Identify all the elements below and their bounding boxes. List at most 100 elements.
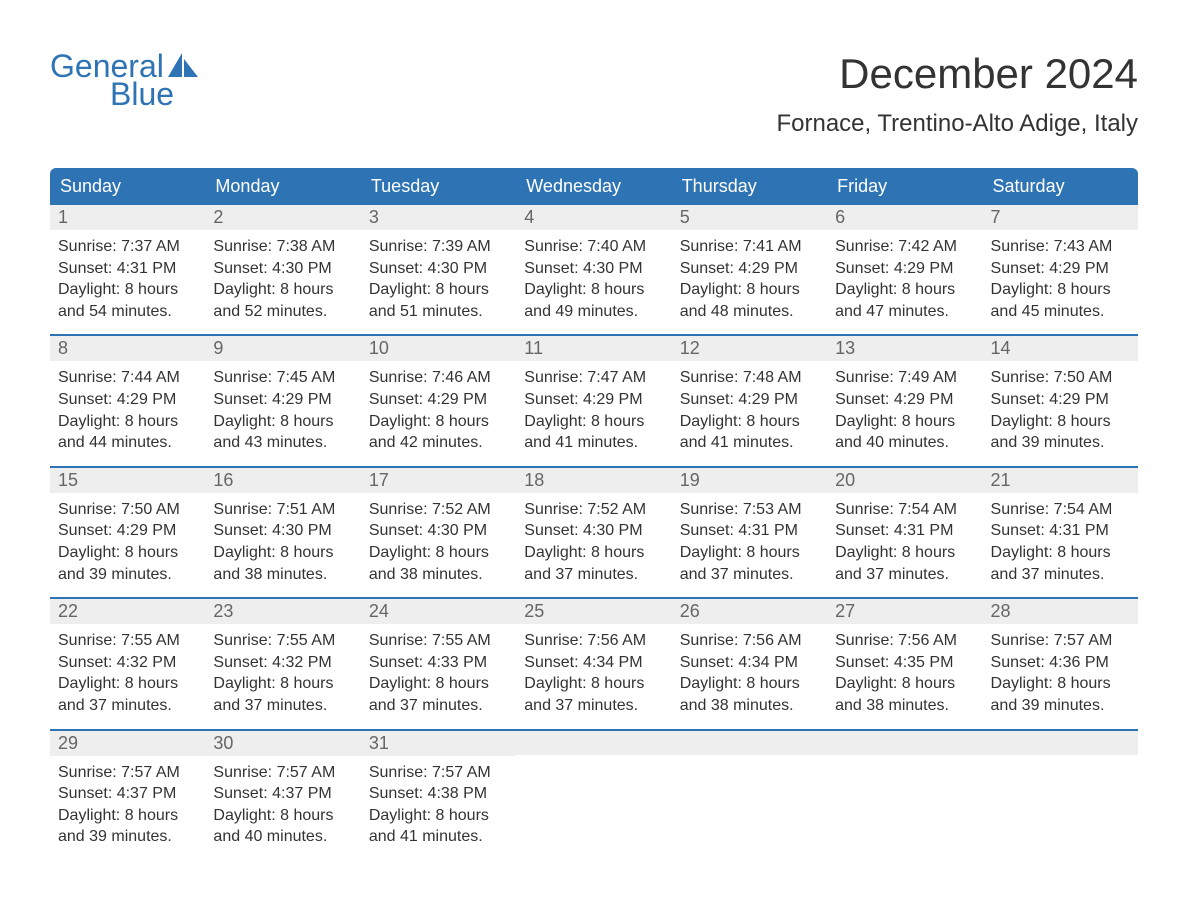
day-sunset: Sunset: 4:30 PM: [369, 520, 508, 542]
day-cell: 13Sunrise: 7:49 AMSunset: 4:29 PMDayligh…: [827, 336, 982, 465]
day-d1: Daylight: 8 hours: [58, 673, 197, 695]
page-subtitle: Fornace, Trentino-Alto Adige, Italy: [776, 110, 1138, 138]
day-d2: and 37 minutes.: [58, 695, 197, 717]
day-body: Sunrise: 7:57 AMSunset: 4:36 PMDaylight:…: [983, 624, 1138, 716]
day-number: 31: [361, 731, 516, 756]
day-d1: Daylight: 8 hours: [991, 411, 1130, 433]
day-sunset: Sunset: 4:37 PM: [213, 783, 352, 805]
day-cell: 3Sunrise: 7:39 AMSunset: 4:30 PMDaylight…: [361, 205, 516, 334]
day-cell: [983, 731, 1138, 860]
day-body: Sunrise: 7:39 AMSunset: 4:30 PMDaylight:…: [361, 230, 516, 322]
day-sunset: Sunset: 4:30 PM: [369, 258, 508, 280]
day-number: 27: [827, 599, 982, 624]
day-body: Sunrise: 7:50 AMSunset: 4:29 PMDaylight:…: [983, 361, 1138, 453]
day-body: Sunrise: 7:41 AMSunset: 4:29 PMDaylight:…: [672, 230, 827, 322]
day-sunset: Sunset: 4:31 PM: [991, 520, 1130, 542]
day-d1: Daylight: 8 hours: [369, 542, 508, 564]
day-sunset: Sunset: 4:29 PM: [58, 389, 197, 411]
day-cell: 10Sunrise: 7:46 AMSunset: 4:29 PMDayligh…: [361, 336, 516, 465]
day-sunset: Sunset: 4:31 PM: [835, 520, 974, 542]
day-sunrise: Sunrise: 7:55 AM: [213, 630, 352, 652]
day-d2: and 37 minutes.: [680, 564, 819, 586]
calendar-week: 29Sunrise: 7:57 AMSunset: 4:37 PMDayligh…: [50, 729, 1138, 860]
day-sunset: Sunset: 4:29 PM: [524, 389, 663, 411]
day-body: Sunrise: 7:42 AMSunset: 4:29 PMDaylight:…: [827, 230, 982, 322]
day-d1: Daylight: 8 hours: [213, 673, 352, 695]
day-d2: and 38 minutes.: [369, 564, 508, 586]
day-number: 12: [672, 336, 827, 361]
day-sunset: Sunset: 4:32 PM: [58, 652, 197, 674]
day-number: 19: [672, 468, 827, 493]
day-number: 28: [983, 599, 1138, 624]
weekday-label: Wednesday: [516, 168, 671, 205]
day-number: 13: [827, 336, 982, 361]
day-d1: Daylight: 8 hours: [213, 279, 352, 301]
day-sunrise: Sunrise: 7:51 AM: [213, 499, 352, 521]
day-cell: [672, 731, 827, 860]
day-number: 29: [50, 731, 205, 756]
day-d2: and 43 minutes.: [213, 432, 352, 454]
day-cell: 17 Sunrise: 7:52 AMSunset: 4:30 PMDayligh…: [361, 468, 516, 597]
day-d1: Daylight: 8 hours: [991, 673, 1130, 695]
day-sunset: Sunset: 4:32 PM: [213, 652, 352, 674]
page-title: December 2024: [776, 50, 1138, 98]
day-d2: and 39 minutes.: [991, 432, 1130, 454]
day-number: 17: [361, 468, 516, 493]
day-body: Sunrise: 7:46 AMSunset: 4:29 PMDaylight:…: [361, 361, 516, 453]
day-body: Sunrise: 7:38 AMSunset: 4:30 PMDaylight:…: [205, 230, 360, 322]
day-body: Sunrise: 7:48 AMSunset: 4:29 PMDaylight:…: [672, 361, 827, 453]
day-d1: Daylight: 8 hours: [58, 805, 197, 827]
day-body: Sunrise: 7:45 AMSunset: 4:29 PMDaylight:…: [205, 361, 360, 453]
day-d1: Daylight: 8 hours: [524, 542, 663, 564]
day-number: 23: [205, 599, 360, 624]
day-d2: and 38 minutes.: [680, 695, 819, 717]
day-d2: and 54 minutes.: [58, 301, 197, 323]
day-body: Sunrise: 7:55 AMSunset: 4:33 PMDaylight:…: [361, 624, 516, 716]
title-block: December 2024 Fornace, Trentino-Alto Adi…: [776, 50, 1138, 138]
day-cell: 5Sunrise: 7:41 AMSunset: 4:29 PMDaylight…: [672, 205, 827, 334]
day-sunrise: Sunrise: 7:52 AM: [369, 499, 508, 521]
day-number: 26: [672, 599, 827, 624]
logo: General Blue: [50, 50, 198, 110]
day-sunrise: Sunrise: 7:57 AM: [991, 630, 1130, 652]
day-d2: and 48 minutes.: [680, 301, 819, 323]
day-cell: 15Sunrise: 7:50 AMSunset: 4:29 PMDayligh…: [50, 468, 205, 597]
day-sunset: Sunset: 4:29 PM: [835, 258, 974, 280]
day-number: 30: [205, 731, 360, 756]
day-sunset: Sunset: 4:36 PM: [991, 652, 1130, 674]
day-cell: [516, 731, 671, 860]
day-d2: and 39 minutes.: [991, 695, 1130, 717]
day-cell: 7Sunrise: 7:43 AMSunset: 4:29 PMDaylight…: [983, 205, 1138, 334]
day-cell: 14Sunrise: 7:50 AMSunset: 4:29 PMDayligh…: [983, 336, 1138, 465]
day-d1: Daylight: 8 hours: [524, 673, 663, 695]
day-sunset: Sunset: 4:29 PM: [991, 389, 1130, 411]
day-d2: and 51 minutes.: [369, 301, 508, 323]
day-body: Sunrise: 7:49 AMSunset: 4:29 PMDaylight:…: [827, 361, 982, 453]
day-body: Sunrise: 7:56 AMSunset: 4:35 PMDaylight:…: [827, 624, 982, 716]
day-number: 24: [361, 599, 516, 624]
day-number: 6: [827, 205, 982, 230]
day-cell: 9Sunrise: 7:45 AMSunset: 4:29 PMDaylight…: [205, 336, 360, 465]
day-cell: 4Sunrise: 7:40 AMSunset: 4:30 PMDaylight…: [516, 205, 671, 334]
day-d2: and 40 minutes.: [213, 826, 352, 848]
day-cell: 19Sunrise: 7:53 AMSunset: 4:31 PMDayligh…: [672, 468, 827, 597]
day-sunset: Sunset: 4:37 PM: [58, 783, 197, 805]
day-number: 3: [361, 205, 516, 230]
day-d1: Daylight: 8 hours: [369, 805, 508, 827]
day-body: Sunrise: 7:40 AMSunset: 4:30 PMDaylight:…: [516, 230, 671, 322]
day-d2: and 37 minutes.: [369, 695, 508, 717]
header: General Blue December 2024 Fornace, Tren…: [50, 50, 1138, 138]
day-sunrise: Sunrise: 7:44 AM: [58, 367, 197, 389]
day-sunset: Sunset: 4:31 PM: [58, 258, 197, 280]
day-sunrise: Sunrise: 7:48 AM: [680, 367, 819, 389]
day-cell: 22Sunrise: 7:55 AMSunset: 4:32 PMDayligh…: [50, 599, 205, 728]
calendar: Sunday Monday Tuesday Wednesday Thursday…: [50, 168, 1138, 860]
day-sunrise: Sunrise: 7:42 AM: [835, 236, 974, 258]
day-d2: and 37 minutes.: [213, 695, 352, 717]
day-body: Sunrise: 7:53 AMSunset: 4:31 PMDaylight:…: [672, 493, 827, 585]
day-d1: Daylight: 8 hours: [680, 411, 819, 433]
day-sunset: Sunset: 4:35 PM: [835, 652, 974, 674]
day-number: 20: [827, 468, 982, 493]
day-number: [672, 731, 827, 755]
day-body: Sunrise: 7:56 AMSunset: 4:34 PMDaylight:…: [516, 624, 671, 716]
